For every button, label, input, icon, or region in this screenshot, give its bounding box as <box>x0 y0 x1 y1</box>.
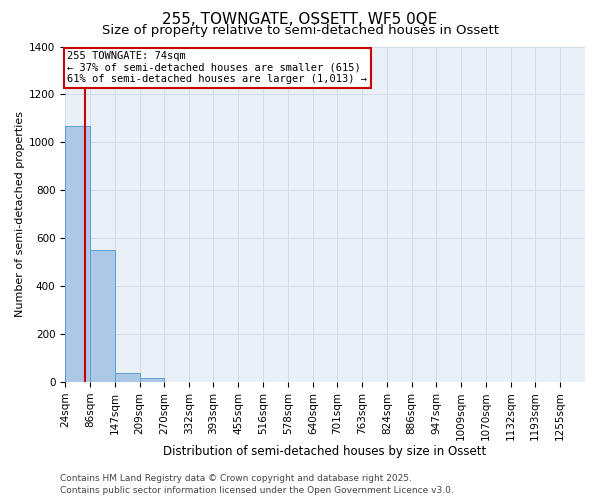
Bar <box>65 126 90 382</box>
Text: 255, TOWNGATE, OSSETT, WF5 0QE: 255, TOWNGATE, OSSETT, WF5 0QE <box>163 12 437 28</box>
Text: 255 TOWNGATE: 74sqm
← 37% of semi-detached houses are smaller (615)
61% of semi-: 255 TOWNGATE: 74sqm ← 37% of semi-detach… <box>67 52 367 84</box>
Bar <box>140 378 164 382</box>
Text: Contains HM Land Registry data © Crown copyright and database right 2025.
Contai: Contains HM Land Registry data © Crown c… <box>60 474 454 495</box>
Text: Size of property relative to semi-detached houses in Ossett: Size of property relative to semi-detach… <box>101 24 499 37</box>
X-axis label: Distribution of semi-detached houses by size in Ossett: Distribution of semi-detached houses by … <box>163 444 487 458</box>
Bar <box>115 374 140 382</box>
Y-axis label: Number of semi-detached properties: Number of semi-detached properties <box>15 111 25 317</box>
Bar <box>90 250 115 382</box>
